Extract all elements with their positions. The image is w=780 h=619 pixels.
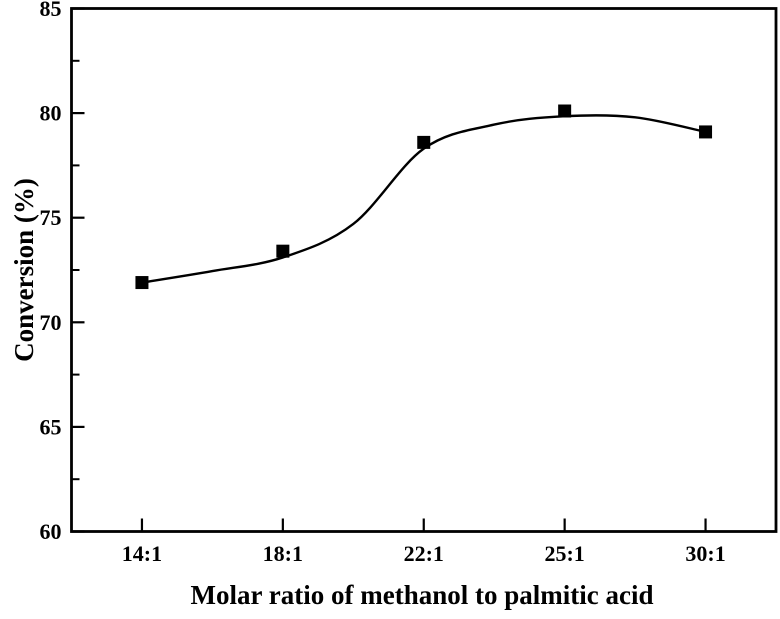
y-tick-label: 85 xyxy=(40,0,62,21)
data-point-marker xyxy=(276,244,290,258)
y-tick-label: 75 xyxy=(40,205,62,230)
y-tick-label: 65 xyxy=(40,414,62,439)
plot-border xyxy=(70,7,778,533)
data-point-marker xyxy=(558,104,572,118)
data-point-marker xyxy=(135,276,149,290)
x-tick-label: 18:1 xyxy=(263,541,303,566)
x-tick-label: 25:1 xyxy=(544,541,584,566)
x-tick-label: 30:1 xyxy=(685,541,725,566)
plot-area: 60 65 70 75 80 85 14:1 18:1 22:1 25:1 30:1 xyxy=(40,0,778,566)
x-tick-label: 22:1 xyxy=(404,541,444,566)
y-axis-title: Conversion (%) xyxy=(9,178,39,362)
data-point-marker xyxy=(699,125,713,139)
y-tick-label: 80 xyxy=(40,101,62,126)
x-tick-label: 14:1 xyxy=(122,541,162,566)
x-axis-title: Molar ratio of methanol to palmitic acid xyxy=(191,580,654,610)
y-tick-label: 60 xyxy=(40,519,62,544)
data-point-marker xyxy=(417,135,431,149)
y-tick-label: 70 xyxy=(40,310,62,335)
